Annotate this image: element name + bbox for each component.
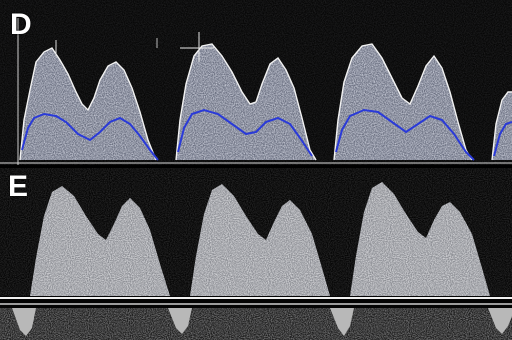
envelope-trace <box>19 43 512 161</box>
reverse-flow-spike <box>168 308 192 334</box>
crosshair-cursor-icon <box>180 32 214 62</box>
panel-label-d: D <box>10 8 32 41</box>
reverse-flow-spike <box>330 308 354 336</box>
reverse-flow-spike <box>12 308 36 336</box>
doppler-spectrum-e <box>0 168 512 340</box>
doppler-panel-e: E <box>0 168 512 340</box>
doppler-spectrum-d <box>0 0 512 166</box>
mean-velocity-trace <box>21 108 512 161</box>
panel-divider <box>0 165 512 168</box>
doppler-panel-d: D <box>0 0 512 166</box>
reverse-flow-spike <box>488 308 512 334</box>
panel-label-e: E <box>8 170 29 203</box>
